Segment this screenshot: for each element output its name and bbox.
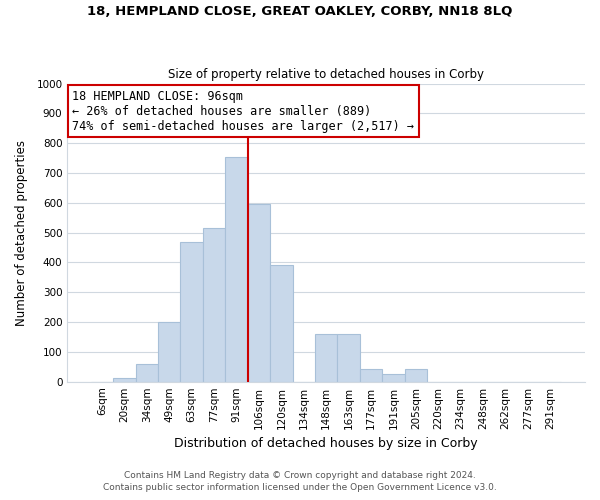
Bar <box>382 374 404 382</box>
Bar <box>248 204 270 382</box>
Bar <box>337 334 360 382</box>
Bar <box>158 322 181 382</box>
X-axis label: Distribution of detached houses by size in Corby: Distribution of detached houses by size … <box>175 437 478 450</box>
Bar <box>136 364 158 382</box>
Bar <box>226 156 248 382</box>
Bar <box>270 266 293 382</box>
Bar <box>203 228 226 382</box>
Text: Contains HM Land Registry data © Crown copyright and database right 2024.
Contai: Contains HM Land Registry data © Crown c… <box>103 471 497 492</box>
Bar <box>113 378 136 382</box>
Bar <box>360 369 382 382</box>
Bar <box>404 368 427 382</box>
Title: Size of property relative to detached houses in Corby: Size of property relative to detached ho… <box>168 68 484 81</box>
Bar <box>181 242 203 382</box>
Y-axis label: Number of detached properties: Number of detached properties <box>15 140 28 326</box>
Text: 18 HEMPLAND CLOSE: 96sqm
← 26% of detached houses are smaller (889)
74% of semi-: 18 HEMPLAND CLOSE: 96sqm ← 26% of detach… <box>73 90 415 132</box>
Text: 18, HEMPLAND CLOSE, GREAT OAKLEY, CORBY, NN18 8LQ: 18, HEMPLAND CLOSE, GREAT OAKLEY, CORBY,… <box>88 5 512 18</box>
Bar <box>315 334 337 382</box>
